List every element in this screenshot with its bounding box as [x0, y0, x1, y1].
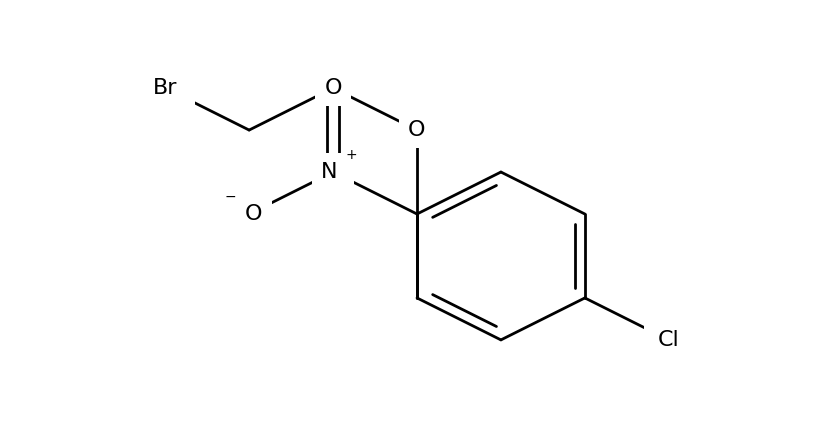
- Text: +: +: [346, 148, 357, 162]
- Text: Br: Br: [153, 78, 178, 98]
- FancyBboxPatch shape: [399, 113, 435, 148]
- Text: N: N: [320, 162, 337, 182]
- FancyBboxPatch shape: [315, 71, 350, 106]
- Text: O: O: [409, 120, 425, 140]
- FancyBboxPatch shape: [226, 195, 272, 233]
- Text: −: −: [225, 190, 237, 204]
- FancyBboxPatch shape: [136, 69, 194, 107]
- Text: O: O: [324, 78, 342, 98]
- FancyBboxPatch shape: [644, 321, 694, 359]
- Text: Cl: Cl: [658, 330, 680, 350]
- Text: O: O: [244, 204, 262, 224]
- FancyBboxPatch shape: [312, 153, 354, 191]
